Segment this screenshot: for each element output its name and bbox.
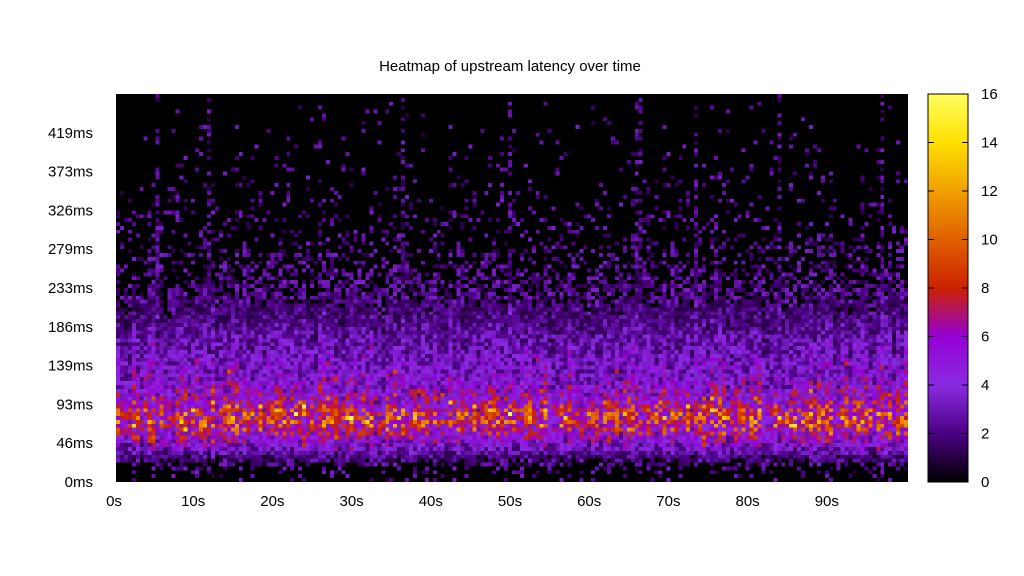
x-tick-label: 30s xyxy=(340,493,364,510)
x-tick-label: 20s xyxy=(260,493,284,510)
x-tick-label: 80s xyxy=(736,493,760,510)
x-tick-label: 50s xyxy=(498,493,522,510)
heatmap-plot-area xyxy=(116,94,908,482)
heatmap-cells xyxy=(116,94,908,482)
colorbar-tick-label: 4 xyxy=(981,377,989,394)
y-tick-label: 233ms xyxy=(48,280,93,297)
x-tick-label: 90s xyxy=(815,493,839,510)
x-tick-label: 10s xyxy=(181,493,205,510)
colorbar-tick-label: 10 xyxy=(981,232,998,249)
y-tick-label: 46ms xyxy=(56,435,93,452)
y-axis: 0ms 46ms 93ms 139ms 186ms 233ms 279ms 326ms 373m… xyxy=(48,125,93,491)
x-axis: 0s 10s 20s 30s 40s 50s 60s 70s 80s 90s xyxy=(106,493,839,510)
x-tick-label: 40s xyxy=(419,493,443,510)
y-tick-label: 279ms xyxy=(48,241,93,258)
chart-title: Heatmap of upstream latency over time xyxy=(379,58,641,75)
x-tick-label: 60s xyxy=(577,493,601,510)
x-tick-label: 0s xyxy=(106,493,122,510)
colorbar-tick-label: 12 xyxy=(981,183,998,200)
y-tick-label: 186ms xyxy=(48,319,93,336)
colorbar-tick-label: 8 xyxy=(981,280,989,297)
colorbar-tick-label: 6 xyxy=(981,329,989,346)
y-tick-label: 326ms xyxy=(48,202,93,219)
y-tick-label: 0ms xyxy=(65,474,93,491)
y-tick-label: 373ms xyxy=(48,164,93,181)
colorbar-gradient xyxy=(927,93,969,483)
colorbar-ticks: 0 2 4 6 8 10 12 14 16 xyxy=(928,86,998,491)
x-tick-label: 70s xyxy=(656,493,680,510)
colorbar-tick-label: 16 xyxy=(981,86,998,103)
colorbar-tick-label: 14 xyxy=(981,135,998,152)
y-tick-label: 139ms xyxy=(48,358,93,375)
colorbar-tick-label: 2 xyxy=(981,426,989,443)
colorbar-tick-label: 0 xyxy=(981,474,989,491)
y-tick-label: 93ms xyxy=(56,396,93,413)
y-tick-label: 419ms xyxy=(48,125,93,142)
colorbar: 0 2 4 6 8 10 12 14 16 xyxy=(927,86,998,491)
